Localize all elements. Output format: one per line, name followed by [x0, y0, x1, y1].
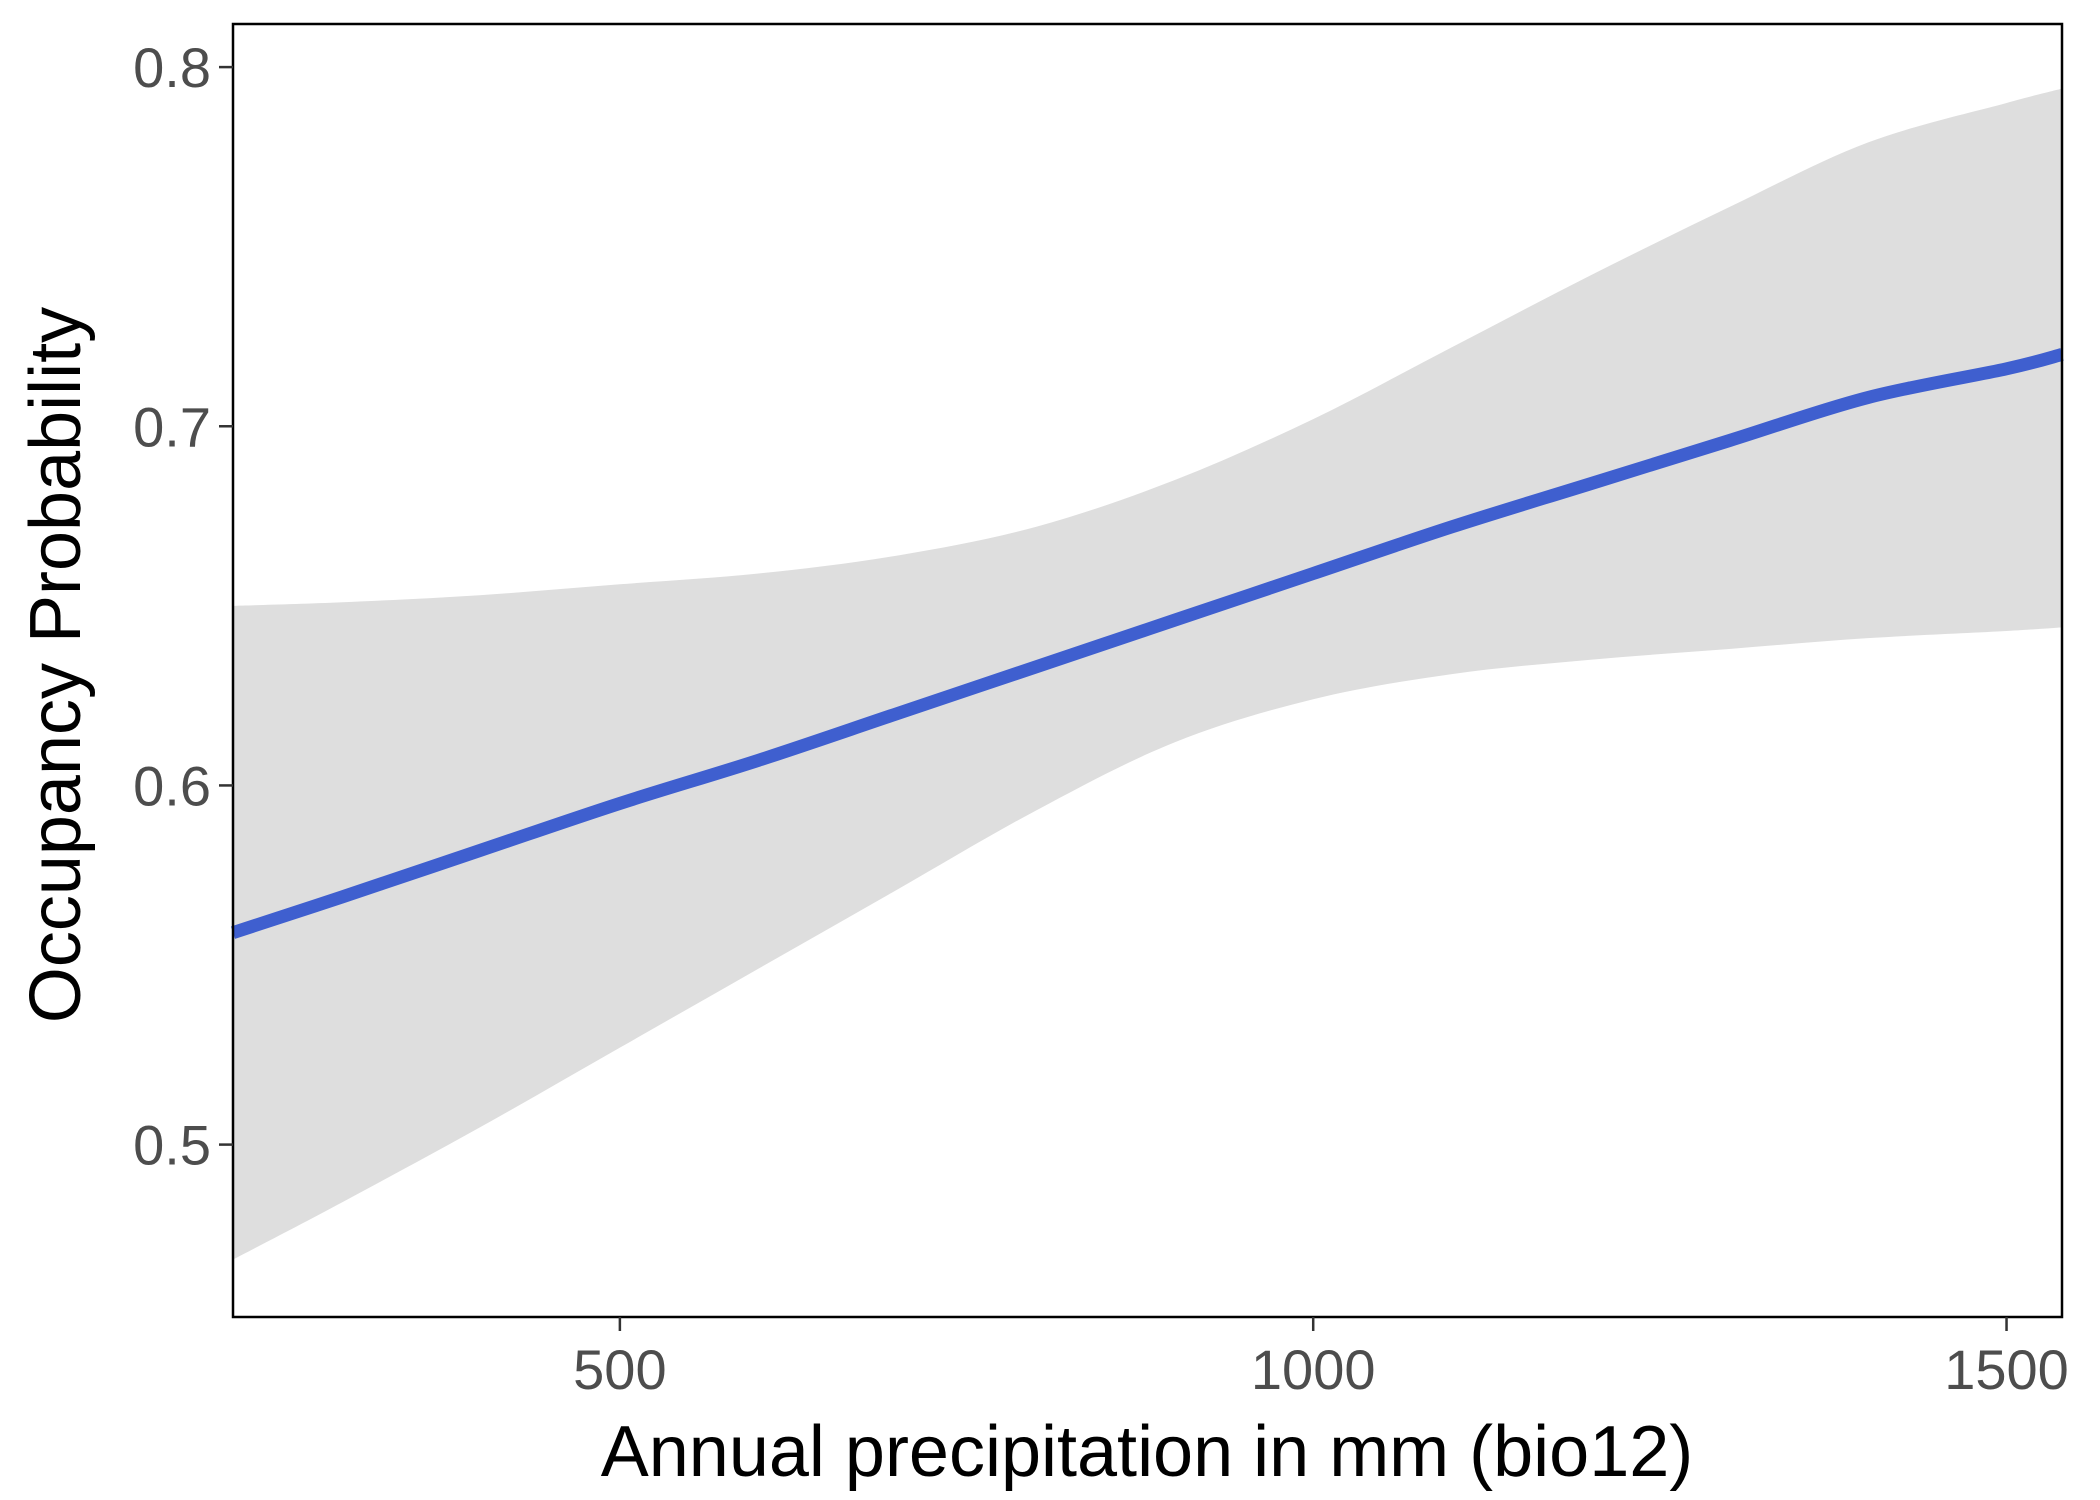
x-tick-label: 1500	[1944, 1338, 2069, 1401]
confidence-band	[233, 88, 2062, 1260]
y-tick-label: 0.7	[133, 395, 211, 458]
plot-area	[230, 88, 2064, 1260]
panel-border	[231, 22, 2064, 1319]
axes: 500 1000 1500 0.5 0.6 0.7 0.8	[133, 22, 2069, 1401]
x-tick-label: 500	[573, 1338, 666, 1401]
x-tick-label: 1000	[1251, 1338, 1376, 1401]
x-axis-title: Annual precipitation in mm (bio12)	[601, 1412, 1694, 1492]
y-tick-label: 0.6	[133, 754, 211, 817]
fitted-line	[230, 348, 2064, 939]
y-axis-title: Occupancy Probability	[16, 307, 96, 1023]
y-tick-label: 0.8	[133, 36, 211, 99]
y-tick-label: 0.5	[133, 1114, 211, 1177]
